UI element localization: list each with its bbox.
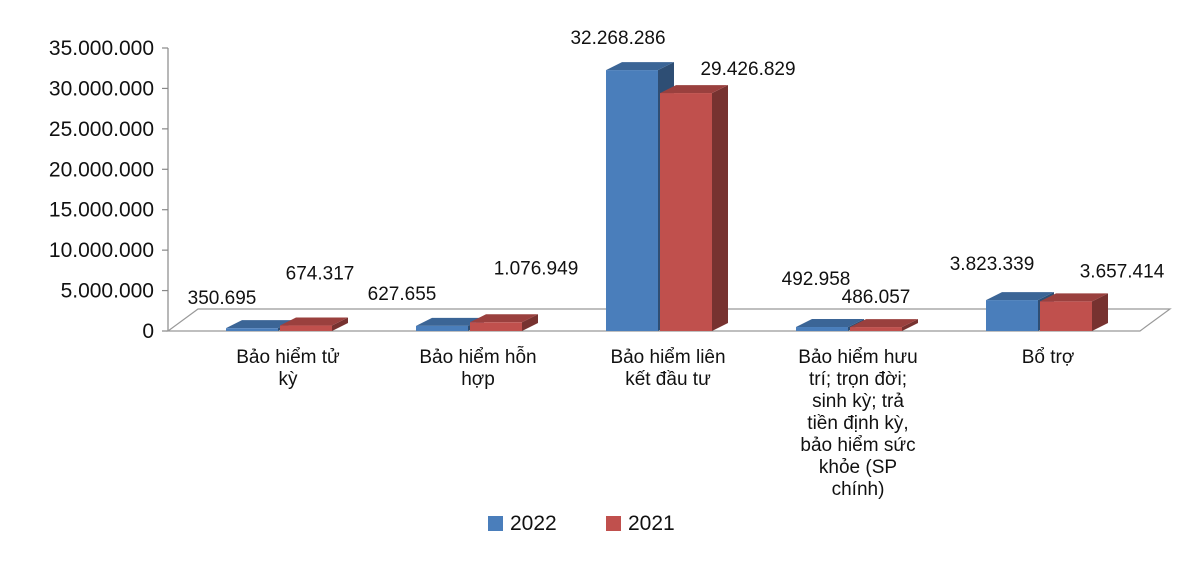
data-label: 3.823.339 xyxy=(950,254,1035,275)
data-label: 350.695 xyxy=(188,288,257,309)
category-label-line: bảo hiểm sức xyxy=(800,435,915,456)
y-tick-label: 35.000.000 xyxy=(49,37,154,60)
bar-front-face xyxy=(470,322,522,331)
data-label: 492.958 xyxy=(782,269,851,290)
bar-side-face xyxy=(1092,293,1108,331)
bar-front-face xyxy=(1040,301,1092,331)
category-labels-layer: Bảo hiểm tử kỳ Bảo hiểm hỗn hợp Bảo hiểm liê… xyxy=(236,346,1074,500)
category-label: Bổ trợ xyxy=(1022,347,1075,368)
y-tick-label: 25.000.000 xyxy=(49,118,154,141)
bar-front-face xyxy=(606,70,658,331)
data-label: 674.317 xyxy=(286,264,355,285)
category-label-line: Bảo hiểm hỗn xyxy=(419,346,536,368)
legend-swatch xyxy=(606,516,621,531)
y-tick-label: 5.000.000 xyxy=(61,280,154,303)
bar-2021-4 xyxy=(1040,293,1108,331)
bar-front-face xyxy=(986,300,1038,331)
y-tick-label: 30.000.000 xyxy=(49,77,154,100)
data-label: 32.268.286 xyxy=(570,28,665,49)
axis-layer: 0 5.000.000 10.000.000 15.000.000 20.000.000… xyxy=(49,37,169,343)
data-label: 486.057 xyxy=(842,287,911,308)
bar-side-face xyxy=(332,317,348,331)
data-label: 3.657.414 xyxy=(1080,261,1165,282)
bar-side-face xyxy=(712,85,728,331)
data-label: 1.076.949 xyxy=(494,258,579,279)
category-label-line: Bảo hiểm tử xyxy=(236,347,340,368)
category-label-line: hợp xyxy=(461,369,495,390)
bar-top-face xyxy=(796,319,864,328)
legend: 2022 2021 xyxy=(488,512,675,535)
bar-top-face xyxy=(660,85,728,94)
bar-front-face xyxy=(416,325,468,331)
category-label-line: chính) xyxy=(832,479,885,500)
legend-swatch xyxy=(488,516,503,531)
bar-top-face xyxy=(1040,293,1108,302)
bar-side-face xyxy=(902,319,918,331)
category-label-line: trí; trọn đời; xyxy=(809,369,907,390)
bar-top-face xyxy=(850,319,918,328)
data-label: 627.655 xyxy=(368,284,437,305)
y-tick-label: 15.000.000 xyxy=(49,199,154,222)
y-tick-label: 0 xyxy=(142,320,154,343)
bar-2021-3 xyxy=(850,319,918,331)
bar-top-face xyxy=(416,317,484,326)
bar-front-face xyxy=(226,328,278,331)
y-tick-label: 10.000.000 xyxy=(49,239,154,262)
category-label-line: khỏe (SP xyxy=(819,457,897,478)
bars-layer xyxy=(226,62,1108,331)
legend-label: 2021 xyxy=(628,512,675,535)
bar-top-face xyxy=(986,292,1054,301)
bar-front-face xyxy=(660,93,712,331)
category-label-line: kỳ xyxy=(279,369,299,390)
bar-top-face xyxy=(226,320,294,329)
data-labels-layer: 350.695 627.655 32.268.286 492.958 3.823.339… xyxy=(188,28,1165,309)
category-label-line: kết đầu tư xyxy=(625,369,711,390)
category-label-line: Bảo hiểm liên xyxy=(610,347,725,368)
category-label: Bảo hiểm hưu trí; trọn đời; sinh kỳ; trả ti… xyxy=(798,347,917,500)
bar-2021-2 xyxy=(660,85,728,331)
bar-front-face xyxy=(850,327,902,331)
y-tick-label: 20.000.000 xyxy=(49,158,154,181)
category-label: Bảo hiểm tử kỳ xyxy=(236,347,340,390)
bar-side-face xyxy=(522,314,538,331)
bar-2021-1 xyxy=(470,314,538,331)
bar-2021-0 xyxy=(280,317,348,331)
category-label-line: tiền định kỳ, xyxy=(807,413,908,434)
bar-top-face xyxy=(606,62,674,71)
category-label: Bảo hiểm hỗn hợp xyxy=(419,346,536,390)
bar-front-face xyxy=(796,327,848,331)
data-label: 29.426.829 xyxy=(700,59,795,80)
category-label: Bảo hiểm liên kết đầu tư xyxy=(610,347,725,390)
bar-top-face xyxy=(280,317,348,326)
category-label-line: Bổ trợ xyxy=(1022,347,1075,368)
bar-top-face xyxy=(470,314,538,323)
legend-label: 2022 xyxy=(510,512,557,535)
bar-front-face xyxy=(280,325,332,331)
category-label-line: sinh kỳ; trả xyxy=(812,391,904,412)
category-label-line: Bảo hiểm hưu xyxy=(798,347,917,368)
